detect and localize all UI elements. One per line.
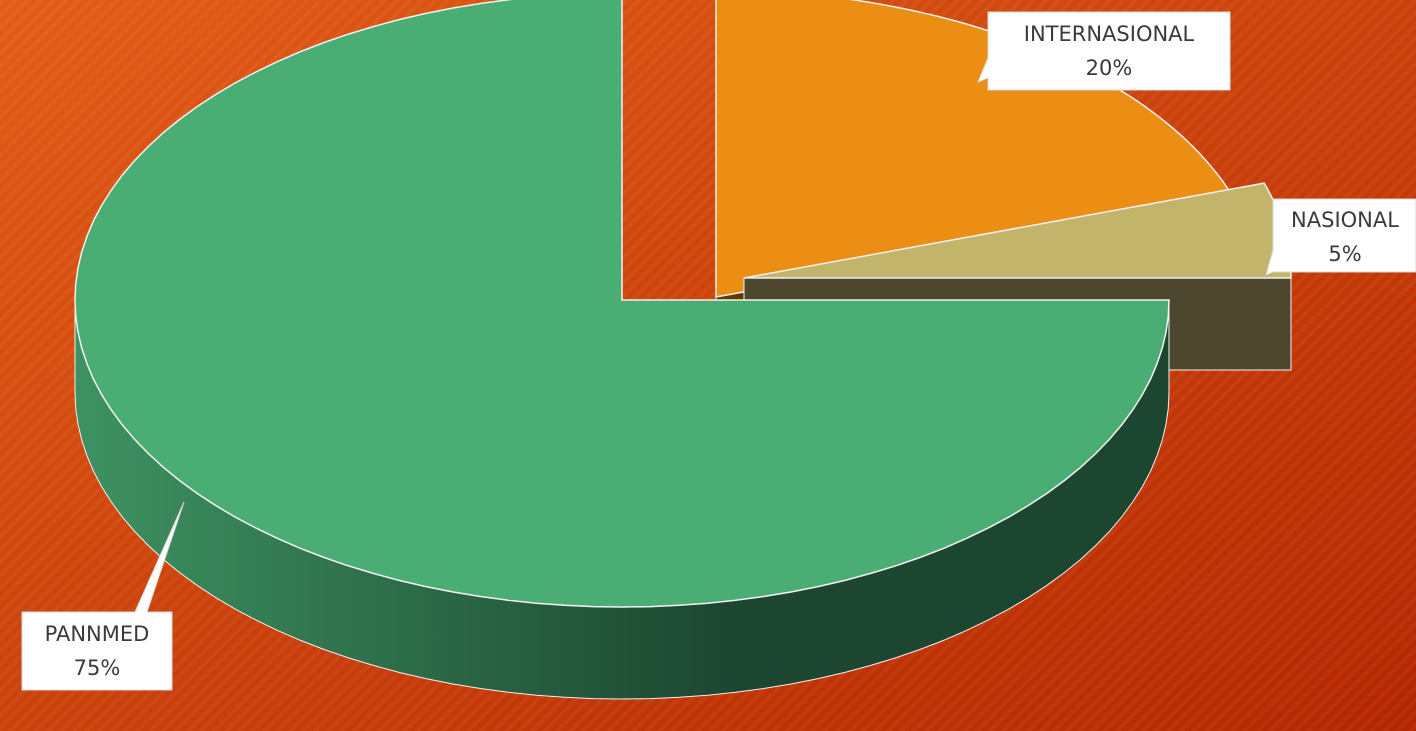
slice-label-nasional-name: NASIONAL — [1291, 208, 1399, 232]
callout-nasional: NASIONAL 5% — [1265, 198, 1416, 276]
callout-box-internasional — [977, 11, 1231, 91]
slice-pannmed — [74, 0, 1170, 700]
slice-label-internasional-value: 20% — [1086, 56, 1133, 80]
pie-slices — [74, 0, 1292, 700]
slice-label-pannmed-value: 75% — [74, 656, 121, 680]
callout-pannmed: PANNMED 75% — [21, 501, 185, 691]
slice-top-pannmed — [74, 0, 1170, 608]
slice-label-nasional-value: 5% — [1328, 242, 1361, 266]
slice-label-pannmed-name: PANNMED — [45, 622, 150, 646]
callout-internasional: INTERNASIONAL 20% — [977, 11, 1231, 91]
callout-box-nasional — [1265, 198, 1416, 276]
slice-label-internasional-name: INTERNASIONAL — [1024, 22, 1195, 46]
callout-box-pannmed — [21, 501, 185, 691]
